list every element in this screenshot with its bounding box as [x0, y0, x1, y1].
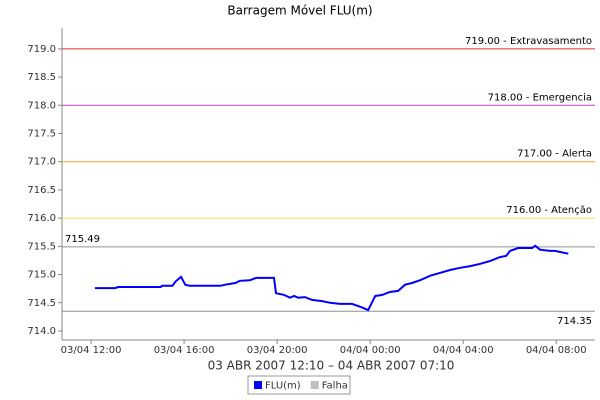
y-tick-label: 716.0 [27, 213, 56, 224]
y-tick-label: 718.5 [27, 72, 56, 83]
legend-swatch [310, 381, 319, 389]
y-tick-label: 715.5 [27, 241, 56, 252]
x-tick-label: 04/04 00:00 [340, 345, 401, 356]
legend-label: FLU(m) [265, 381, 301, 392]
reference-label: 716.00 - Atenção [506, 205, 592, 216]
x-axis-label: 03 ABR 2007 12:10 – 04 ABR 2007 07:10 [208, 359, 455, 373]
y-tick-label: 716.5 [27, 185, 56, 196]
legend-swatch [254, 381, 262, 389]
reference-label: 714.35 [557, 316, 592, 327]
x-tick-label: 03/04 16:00 [154, 345, 215, 356]
reference-label: 715.49 [65, 234, 100, 245]
y-tick-label: 717.0 [27, 157, 56, 168]
y-tick-label: 719.0 [27, 44, 56, 55]
legend-box [247, 375, 351, 395]
y-tick-label: 718.0 [27, 100, 56, 111]
y-tick-label: 717.5 [27, 129, 56, 140]
y-tick-label: 714.5 [27, 298, 56, 309]
y-tick-label: 714.0 [27, 326, 56, 337]
reference-label: 718.00 - Emergencia [488, 92, 592, 103]
plot-area [62, 28, 595, 340]
reference-label: 717.00 - Alerta [517, 149, 592, 160]
x-tick-label: 04/04 04:00 [433, 345, 494, 356]
data-line [94, 244, 569, 312]
chart-title: Barragem Móvel FLU(m) [227, 4, 372, 18]
y-tick-label: 715.0 [27, 270, 56, 281]
reference-label: 719.00 - Extravasamento [465, 36, 592, 47]
x-tick-label: 04/04 08:00 [526, 345, 587, 356]
x-tick-label: 03/04 20:00 [247, 345, 308, 356]
x-tick-label: 03/04 12:00 [61, 345, 122, 356]
legend-label: Falha [322, 381, 348, 392]
